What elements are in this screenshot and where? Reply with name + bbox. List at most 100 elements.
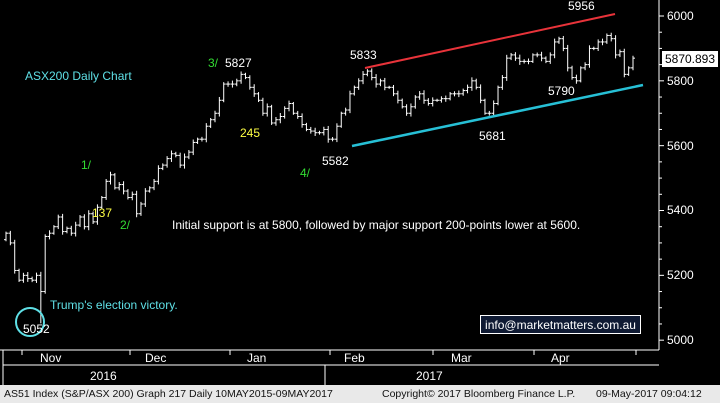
x-tick-jan: Jan	[247, 351, 266, 365]
price-bar	[408, 103, 413, 117]
price-bar	[522, 59, 527, 64]
price-bar	[617, 49, 622, 58]
price-bar	[426, 98, 431, 106]
price-bar	[12, 239, 17, 274]
price-bar	[430, 97, 435, 107]
price-bar	[478, 84, 483, 104]
price-bar	[587, 45, 592, 68]
price-bar	[86, 210, 91, 231]
label-trump-note: Trump's election victory.	[50, 298, 178, 312]
price-bar	[321, 126, 326, 136]
year-2016: 2016	[90, 369, 117, 383]
price-bar	[334, 123, 339, 143]
price-bar	[304, 122, 309, 132]
price-bar	[591, 46, 596, 51]
price-bar	[504, 54, 509, 81]
price-bar	[217, 96, 222, 117]
price-bar	[439, 96, 444, 103]
price-bar	[509, 52, 514, 61]
price-bar	[73, 221, 78, 237]
annotations: ASX200 Daily Chart 5052 Trump's election…	[23, 0, 595, 336]
price-bar	[147, 186, 152, 193]
price-bar	[130, 191, 135, 201]
label-5956: 5956	[568, 0, 595, 13]
price-bar	[539, 51, 544, 62]
price-bar	[108, 171, 113, 185]
price-bar	[104, 178, 109, 200]
price-bar	[178, 152, 183, 168]
price-bar	[226, 81, 231, 87]
price-bar	[465, 84, 470, 94]
price-bar	[78, 215, 83, 228]
price-bar	[17, 268, 22, 282]
x-tick-feb: Feb	[344, 351, 365, 365]
price-bar	[613, 35, 618, 59]
y-tick-6000: 6000	[667, 9, 694, 23]
price-bar	[204, 123, 209, 143]
price-bar	[448, 92, 453, 101]
price-bar	[308, 126, 313, 134]
price-bar	[565, 44, 570, 72]
label-wave-1: 1/	[81, 158, 92, 172]
price-bar	[8, 230, 13, 246]
commentary-text: Initial support is at 5800, followed by …	[172, 218, 580, 232]
price-bar	[456, 90, 461, 98]
footer-copyright: Copyright© 2017 Bloomberg Finance L.P.	[382, 388, 576, 400]
y-tick-5200: 5200	[667, 268, 694, 282]
price-bar	[282, 106, 287, 119]
price-bar	[51, 225, 56, 235]
y-tick-5600: 5600	[667, 139, 694, 153]
price-bar	[583, 62, 588, 71]
price-bar	[256, 92, 261, 103]
label-5827: 5827	[225, 56, 252, 70]
y-axis: 6000 5800 5600 5400 5200 5000	[658, 0, 694, 350]
y-tick-5000: 5000	[667, 333, 694, 347]
price-bar	[374, 74, 379, 88]
price-bar	[543, 56, 548, 64]
price-bar	[400, 98, 405, 109]
price-bar	[265, 103, 270, 117]
price-bar	[548, 52, 553, 64]
price-chart: ASX200 Daily Chart 5052 Trump's election…	[0, 0, 694, 385]
price-bar	[469, 77, 474, 91]
price-bar	[570, 65, 575, 80]
price-bar	[169, 150, 174, 162]
price-bar	[234, 78, 239, 87]
price-bar	[247, 75, 252, 90]
price-bar	[291, 101, 296, 115]
price-bar	[530, 53, 535, 63]
price-bar	[99, 195, 104, 209]
price-bar	[382, 77, 387, 91]
x-axis: Nov Dec Jan Feb Mar Apr 2016 2017	[0, 349, 659, 385]
price-bar	[326, 125, 331, 143]
bloomberg-footer: AS51 Index (S&P/ASX 200) Graph 217 Daily…	[0, 385, 720, 403]
label-wave-3: 3/	[208, 56, 219, 70]
price-bar	[339, 111, 344, 128]
price-bar	[82, 214, 87, 230]
price-bar	[535, 52, 540, 58]
label-wave-2: 2/	[120, 218, 131, 232]
price-bar	[64, 226, 69, 234]
price-bar	[561, 35, 566, 52]
price-bar	[117, 182, 122, 191]
footer-security-info: AS51 Index (S&P/ASX 200) Graph 217 Daily…	[4, 388, 333, 400]
price-bar	[604, 33, 609, 44]
price-bar	[578, 66, 583, 83]
price-bar	[25, 272, 30, 282]
price-bar	[230, 80, 235, 88]
price-bar	[356, 78, 361, 90]
price-bar	[173, 151, 178, 158]
price-bar	[435, 98, 440, 102]
y-tick-5400: 5400	[667, 203, 694, 217]
contact-email-box: info@marketmatters.com.au	[480, 315, 641, 334]
price-bar	[4, 231, 8, 242]
price-bar	[34, 272, 39, 283]
price-bar	[487, 110, 492, 116]
label-5582: 5582	[322, 154, 349, 168]
price-bar	[186, 150, 191, 160]
price-bar	[43, 234, 48, 294]
price-bar	[60, 213, 65, 235]
price-bar	[156, 165, 161, 185]
price-bar	[199, 136, 204, 142]
price-bar	[631, 55, 635, 71]
